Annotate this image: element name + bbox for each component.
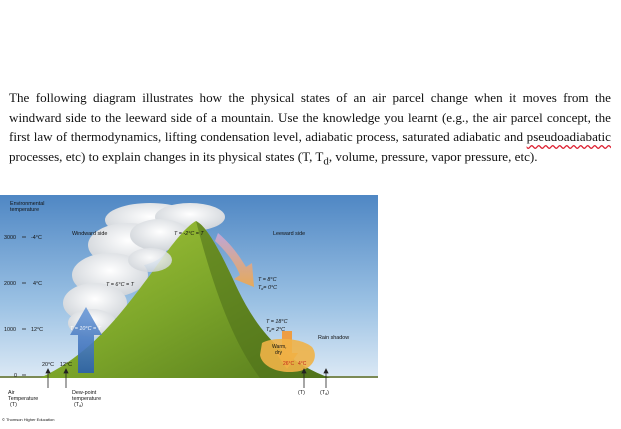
lee-2000-temp: T = 8°C [258,277,277,283]
lee-dewpoint-symbol: (Td) [320,390,329,396]
leeward-side-label: Leeward side [273,231,305,237]
dewpoint-label-1: Dew-point [72,390,97,396]
altitude-3000: 3000 [4,235,16,241]
upslope-cloud [128,248,172,272]
dry-label: dry [275,350,282,356]
dewpoint-label-3: (Td) [74,402,83,408]
mountain-diagram-svg: Environmental temperature 3000 -4°C 2000… [0,195,378,422]
surface-dewpoint: 12°C [60,362,72,368]
windward-side-label: Windward side [72,231,107,237]
warm-dry-patch [260,338,315,373]
summit-state: T = -2°C = T [174,231,204,237]
leeward-top-arrow [215,233,254,287]
surface-pointers [45,368,329,388]
warm-label: Warm, [272,344,287,350]
surface-temp: 20°C [42,362,54,368]
env-temp-1000: 12°C [31,327,43,333]
lee-surface-temp: 26°C [283,361,295,367]
air-temp-label-2: Temperature [8,396,38,402]
question-part-3: , volume, pressure, vapor pressure, etc)… [328,148,538,164]
lee-2000-dewpoint: Td= 0°C [258,285,277,291]
subscript-d: d [323,155,329,168]
lee-temp-symbol: (T) [298,390,305,396]
windward-clouds [63,203,225,337]
question-part-1: The following diagram illustrates how th… [9,90,611,145]
dewpoint-label-2: temperature [72,396,101,402]
lee-1000-temp: T = 18°C [266,319,288,325]
misspelled-word: pseudoadiabatic [526,129,611,145]
altitude-0: 0 [14,373,17,379]
env-temp-3000: -4°C [31,235,42,241]
windward-2000-state: T = 6°C = T [106,282,135,288]
question-text: The following diagram illustrates how th… [9,88,611,172]
env-temp-label-1: Environmental [10,201,44,207]
env-temp-label-2: temperature [10,207,39,213]
env-temp-2000: 4°C [33,281,42,287]
mountain-diagram: Environmental temperature 3000 -4°C 2000… [0,195,380,429]
copyright-text: © Thomson Higher Education [2,417,54,422]
lee-surface-dewpoint: 4°C [298,361,307,367]
altitude-1000: 1000 [4,327,16,333]
rain-shadow-label: Rain shadow [318,335,349,341]
question-part-2: processes, etc) to explain changes in it… [9,148,324,164]
air-temp-label-3: (T) [10,402,17,408]
windward-rising-arrow [70,307,102,373]
windward-1000-state: T = 10°C = T [70,326,102,332]
air-temp-label-1: Air [8,390,15,396]
altitude-2000: 2000 [4,281,16,287]
lee-1000-dewpoint: Td= 2°C [266,327,285,333]
